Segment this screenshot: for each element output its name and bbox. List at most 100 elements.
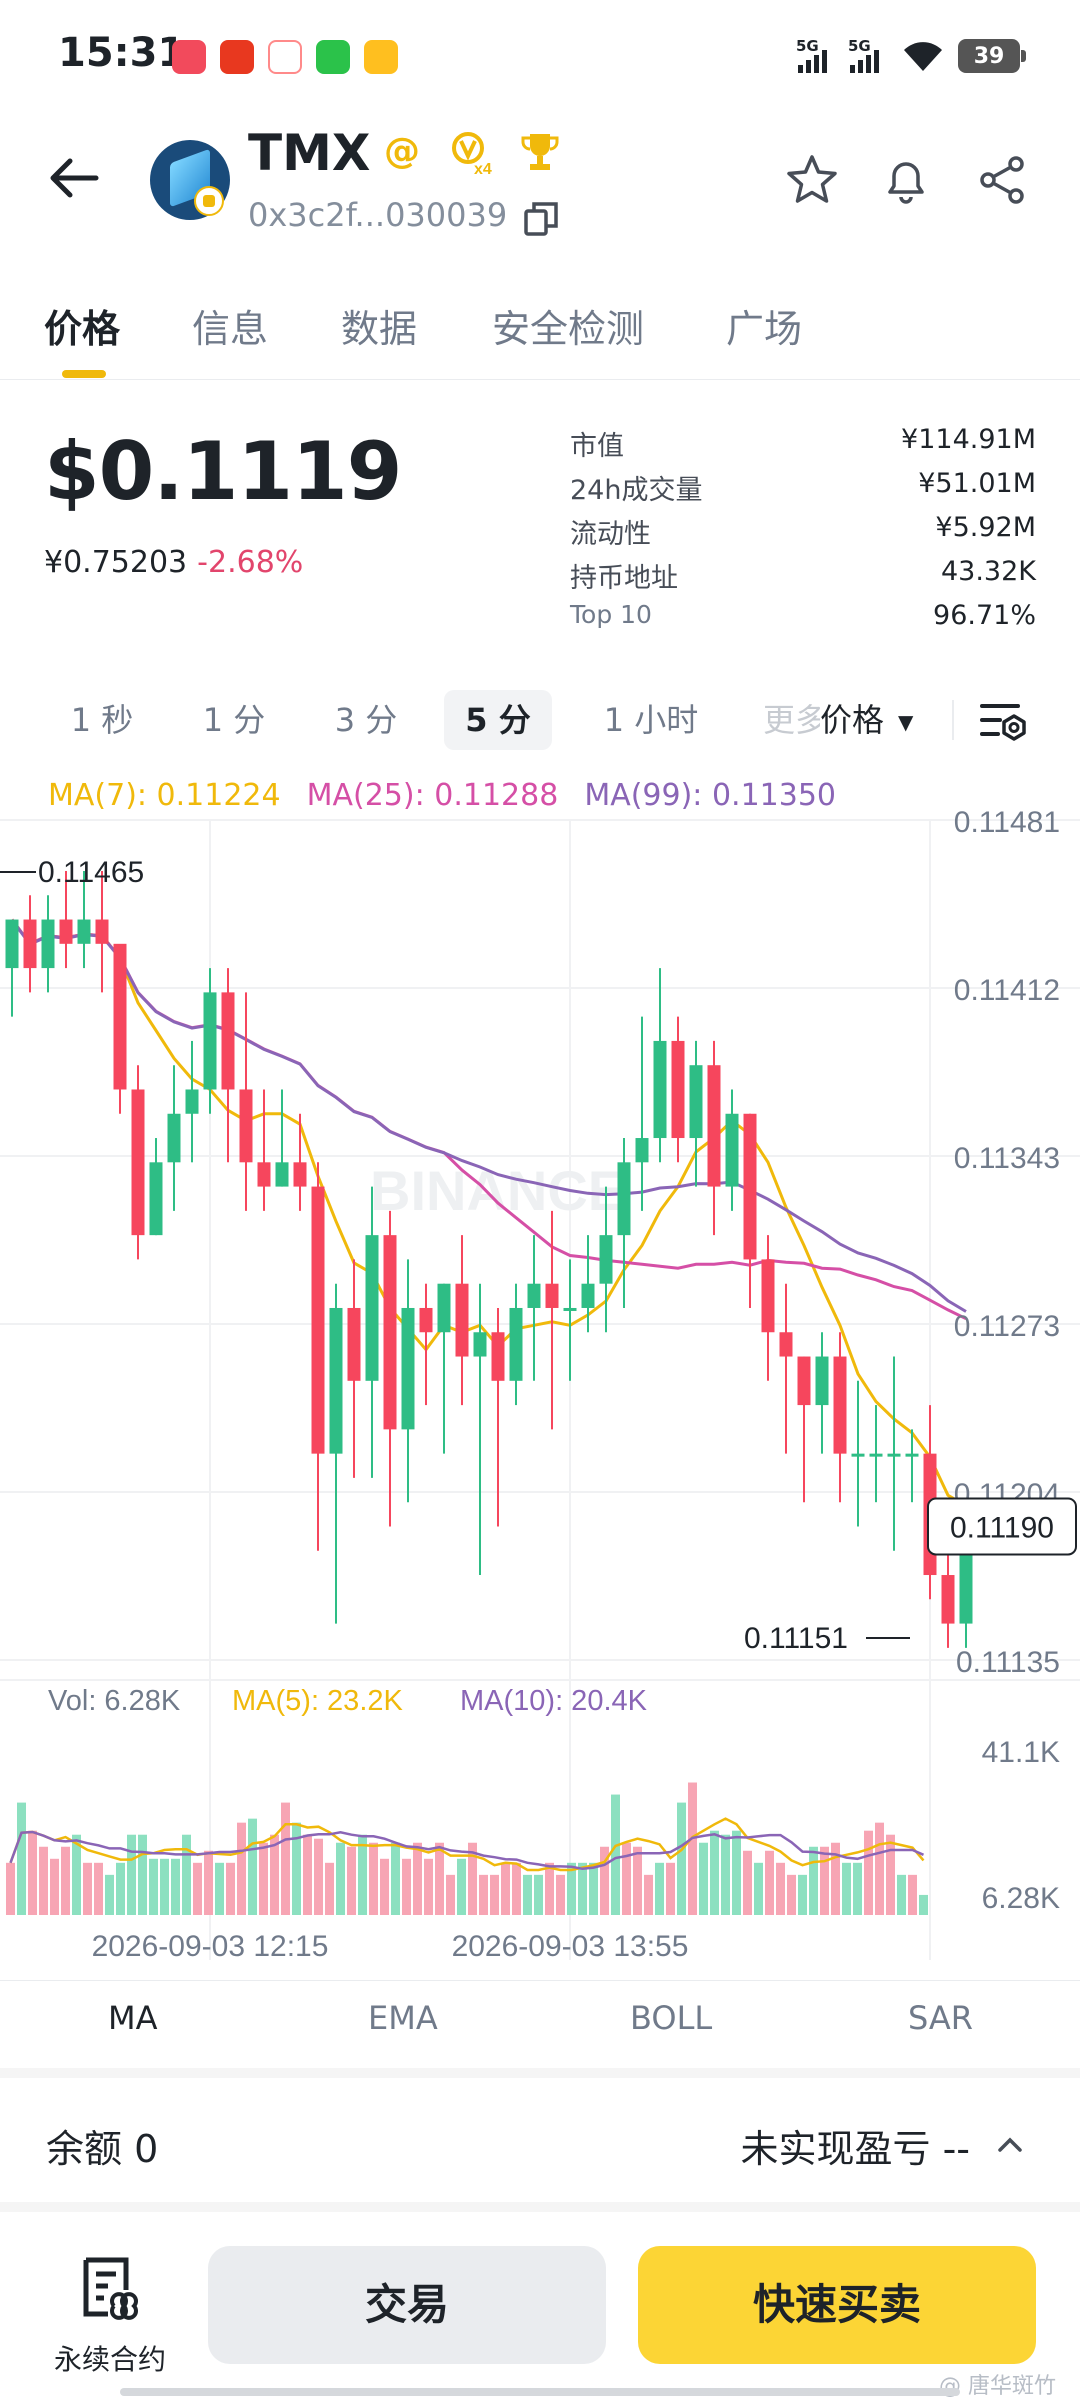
candle-body: [815, 1356, 829, 1406]
volume-bar: [886, 1834, 895, 1915]
stat-row: 持币地址 43.32K: [570, 554, 1036, 598]
star-icon[interactable]: [784, 152, 840, 208]
stat-row: 24h成交量 ¥51.01M: [570, 466, 1036, 510]
bottom-action-bar: 永续合约 交易 快速买卖 @ 唐华斑竹: [0, 2212, 1080, 2400]
volume-bar: [611, 1794, 620, 1915]
video-app-icon: [172, 40, 206, 74]
interval-more[interactable]: 更多: [763, 701, 828, 739]
volume-bar: [303, 1834, 312, 1915]
tab-square[interactable]: 广场: [726, 307, 803, 351]
perpetual-contract-button[interactable]: 永续合约: [40, 2256, 180, 2376]
stat-value: 43.32K: [940, 556, 1036, 587]
volume-bar: [50, 1858, 59, 1915]
volume-bar: [226, 1862, 235, 1915]
interval-3m[interactable]: 3 分: [334, 701, 398, 739]
candle-body: [59, 919, 73, 944]
back-arrow-icon[interactable]: [44, 148, 104, 208]
candle-body: [401, 1307, 415, 1430]
signal-icon: 5G: [796, 37, 836, 75]
candle-body: [941, 1575, 955, 1624]
volume-bar: [347, 1846, 356, 1915]
candle-body: [365, 1235, 379, 1381]
chain-badge-icon: [194, 186, 224, 216]
current-price-box: [927, 1497, 1077, 1556]
stat-row: 流动性 ¥5.92M: [570, 510, 1036, 554]
unrealized-pnl-label: 未实现盈亏 --: [740, 2127, 970, 2171]
candle-body: [149, 1162, 163, 1236]
candle-body: [383, 1235, 397, 1430]
price-tick-label: 0.11343: [954, 1142, 1060, 1175]
verified-badge-icon[interactable]: x4: [450, 130, 494, 176]
quick-buy-sell-button[interactable]: 快速买卖: [638, 2246, 1036, 2364]
interval-1h[interactable]: 1 小时: [603, 701, 699, 739]
volume-bar: [556, 1874, 565, 1915]
candle-body: [905, 1453, 919, 1457]
balance-row[interactable]: 余额 0 未实现盈亏 --: [0, 2068, 1080, 2212]
tab-price[interactable]: 价格: [44, 307, 121, 351]
volume-bar: [402, 1858, 411, 1915]
candle-body: [293, 1162, 307, 1187]
candle-body: [437, 1283, 451, 1333]
indicator-sar[interactable]: SAR: [908, 1999, 974, 2037]
candle-body: [455, 1283, 469, 1357]
volume-bar: [149, 1858, 158, 1915]
volume-bar: [512, 1862, 521, 1915]
volume-bar: [215, 1862, 224, 1915]
volume-bar: [182, 1834, 191, 1915]
vol-ma10-line: [9, 1830, 924, 1871]
at-badge-icon[interactable]: @: [384, 131, 420, 172]
candle-body: [563, 1307, 577, 1311]
vol-ma10-label: MA(10): 20.4K: [460, 1685, 648, 1717]
price-usd: $0.1119: [44, 425, 402, 518]
volume-bar: [270, 1834, 279, 1915]
indicator-ema[interactable]: EMA: [368, 1999, 438, 2037]
volume-bar: [820, 1846, 829, 1915]
candle-body: [869, 1453, 883, 1457]
ma25-line: [10, 918, 967, 1321]
tab-data[interactable]: 数据: [341, 307, 418, 351]
volume-bar: [776, 1862, 785, 1915]
candle-body: [347, 1307, 361, 1381]
volume-bar: [809, 1846, 818, 1915]
indicator-ma[interactable]: MA: [108, 1999, 158, 2037]
volume-bar: [94, 1862, 103, 1915]
tab-security[interactable]: 安全检测: [492, 307, 645, 351]
balance-label: 余额 0: [46, 2127, 159, 2171]
interval-1m[interactable]: 1 分: [202, 701, 266, 739]
chevron-up-icon[interactable]: [996, 2134, 1024, 2154]
high-price-label: 0.11465: [38, 856, 144, 889]
copy-icon[interactable]: [522, 200, 560, 238]
volume-bar: [391, 1842, 400, 1915]
trade-button[interactable]: 交易: [208, 2246, 606, 2364]
price-cny: ¥0.75203: [44, 545, 188, 580]
interval-5m[interactable]: 5 分: [444, 690, 552, 750]
ma25-label: MA(25): 0.11288: [306, 778, 559, 813]
time-tick-label: 2026-09-03 13:55: [452, 1930, 689, 1963]
candle-body: [185, 1089, 199, 1114]
price-chart[interactable]: BINANCE 0.11481 0.11412 0.11343 0.11273 0.11…: [0, 740, 1080, 1980]
mail-app-icon: [364, 40, 398, 74]
volume-bar: [842, 1862, 851, 1915]
token-symbol: TMX: [248, 124, 371, 182]
bell-icon[interactable]: [878, 152, 934, 208]
candle-body: [23, 919, 37, 969]
price-type-dropdown[interactable]: 价格 ▼: [820, 690, 914, 750]
volume-bar: [248, 1818, 257, 1915]
volume-bar: [666, 1862, 675, 1915]
stat-row: 市值 ¥114.91M: [570, 422, 1036, 466]
indicator-boll[interactable]: BOLL: [630, 1999, 713, 2037]
candle-body: [419, 1307, 433, 1333]
tab-info[interactable]: 信息: [192, 307, 269, 351]
volume-bars: [6, 1782, 928, 1915]
volume-bar: [127, 1834, 136, 1915]
candle-body: [239, 1089, 253, 1163]
share-icon[interactable]: [974, 152, 1030, 208]
candle-body: [707, 1065, 721, 1187]
candle-body: [887, 1453, 901, 1457]
interval-1s[interactable]: 1 秒: [70, 701, 134, 739]
stat-label: 24h成交量: [570, 475, 703, 506]
wifi-icon: [904, 42, 942, 71]
trophy-icon[interactable]: [520, 130, 560, 174]
token-header: TMX @ x4 0x3c2f...030039: [0, 110, 1080, 260]
chart-settings-icon[interactable]: [978, 698, 1030, 744]
